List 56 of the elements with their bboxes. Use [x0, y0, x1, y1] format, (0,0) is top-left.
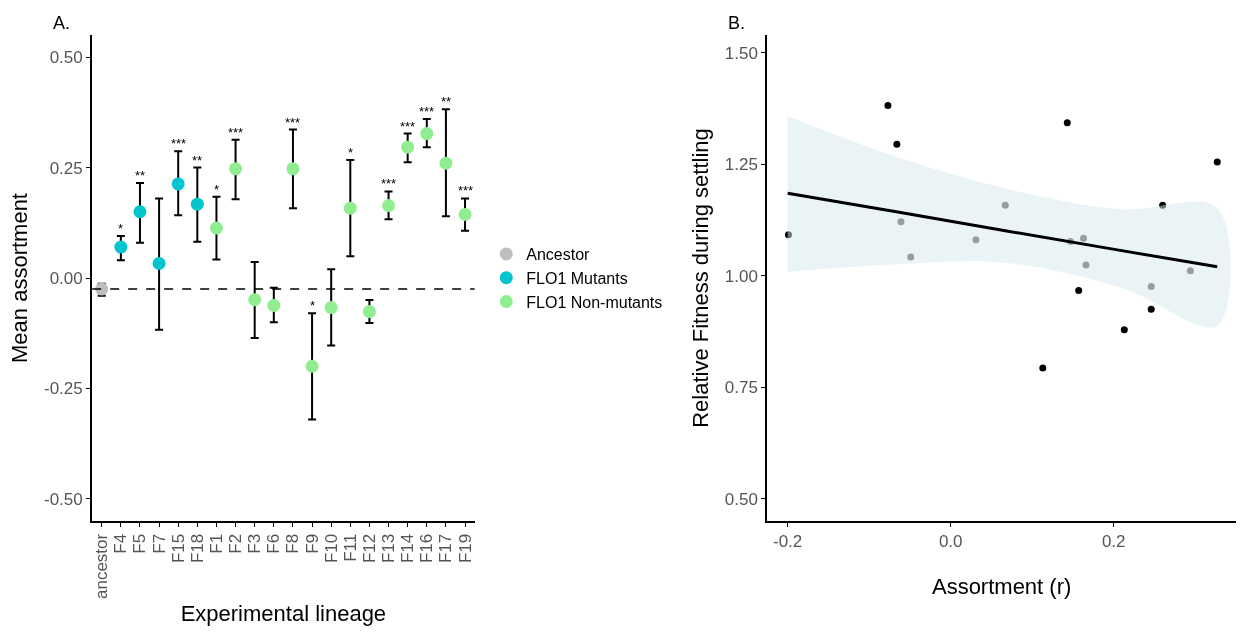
legend-label: FLO1 Mutants: [526, 269, 628, 287]
x-tick-label: F3: [245, 533, 265, 554]
x-tick-label: 0.2: [1101, 532, 1126, 552]
x-tick-label: F4: [111, 533, 131, 554]
x-tick-label: F19: [455, 533, 475, 564]
y-tick-label: 1.50: [724, 43, 758, 63]
x-tick-label: F9: [302, 533, 322, 554]
x-tick-label: F14: [398, 533, 418, 564]
y-axis-title: Mean assortment: [7, 193, 33, 363]
x-tick-label: F17: [436, 533, 456, 564]
x-tick-label: ancestor: [92, 533, 112, 599]
annotation: **: [135, 168, 146, 183]
annotation: ***: [228, 125, 244, 140]
y-tick-label: 0.00: [49, 268, 83, 288]
y-tick-label: 0.75: [724, 378, 758, 398]
x-tick-label: F15: [168, 533, 188, 564]
y-tick-label: 0.50: [49, 48, 83, 68]
x-tick-label: F8: [283, 533, 303, 554]
y-tick-label: 1.25: [724, 155, 758, 175]
x-axis-title: Experimental lineage: [180, 601, 387, 627]
chart-title: B.: [728, 13, 746, 33]
annotation: ***: [419, 104, 435, 119]
annotation: **: [192, 153, 203, 168]
x-tick-label: F13: [379, 533, 399, 564]
annotation: ***: [400, 119, 416, 134]
x-tick-label: 0.0: [938, 532, 963, 552]
y-tick-label: -0.50: [44, 489, 83, 509]
annotation: ***: [381, 176, 397, 191]
x-tick-label: F7: [149, 533, 169, 554]
x-tick-label: F6: [264, 533, 284, 554]
annotation: ***: [171, 136, 187, 151]
y-tick-label: 0.50: [724, 489, 758, 509]
annotation: *: [118, 221, 124, 236]
annotation: *: [348, 145, 354, 160]
annotation: **: [441, 94, 452, 109]
annotation: *: [310, 298, 316, 313]
x-tick-label: F10: [321, 533, 341, 564]
y-axis-title: Relative Fitness during settling: [688, 128, 714, 428]
annotation: ***: [285, 115, 301, 130]
annotation: *: [214, 182, 220, 197]
y-tick-label: -0.25: [44, 379, 83, 399]
x-tick-label: F18: [187, 533, 207, 564]
x-tick-label: F1: [206, 533, 226, 554]
legend-label: Ancestor: [526, 246, 591, 264]
x-tick-label: F12: [359, 533, 379, 564]
x-tick-label: F2: [226, 533, 246, 554]
x-axis-title: Assortment (r): [931, 573, 1072, 599]
x-tick-label: -0.2: [773, 532, 803, 552]
y-tick-label: 1.00: [724, 266, 758, 286]
x-tick-label: F16: [417, 533, 437, 564]
x-tick-label: F11: [340, 533, 360, 562]
legend-label: FLO1 Non-mutants: [526, 293, 663, 311]
x-tick-label: F5: [130, 533, 150, 554]
annotation: ***: [458, 183, 474, 198]
chart-title: A.: [53, 13, 71, 33]
y-tick-label: 0.25: [49, 158, 83, 178]
